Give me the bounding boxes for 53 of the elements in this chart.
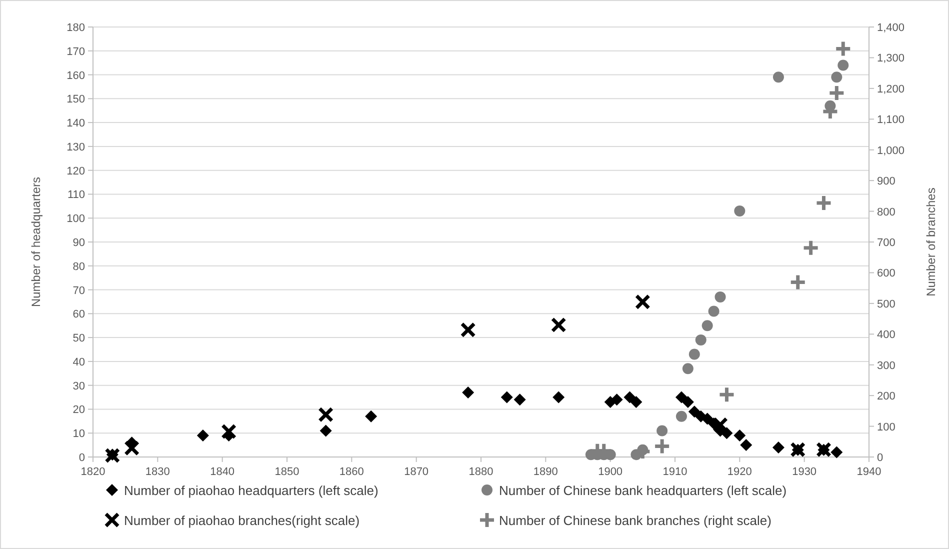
x-tick-label: 1910: [662, 466, 688, 478]
legend-label: Number of piaohao branches(right scale): [124, 513, 360, 528]
y2-tick-label: 300: [877, 360, 896, 372]
x-tick-label: 1930: [792, 466, 817, 478]
legend-label: Number of piaohao headquarters (left scale): [124, 483, 378, 498]
y-axis-title: Number of headquarters: [29, 176, 43, 308]
y2-tick-label: 1,300: [877, 52, 905, 65]
legend-label: Number of Chinese bank headquarters (left scale): [499, 483, 787, 498]
y2-tick-label: 1,100: [877, 114, 905, 126]
y2-tick-label: 200: [877, 390, 896, 403]
x-tick-label: 1890: [533, 466, 558, 478]
y-tick-label: 90: [72, 237, 85, 249]
y2-tick-label: 500: [877, 298, 896, 310]
y-tick-label: 160: [66, 70, 85, 82]
y2-axis-title: Number of branches: [924, 188, 938, 296]
x-tick-label: 1840: [210, 466, 235, 478]
y-tick-label: 120: [66, 165, 85, 178]
y-tick-label: 140: [66, 118, 85, 130]
x-tick-label: 1880: [468, 466, 494, 478]
y2-tick-label: 900: [877, 176, 896, 188]
x-tick-label: 1920: [727, 466, 752, 478]
y-tick-label: 10: [72, 428, 85, 440]
x-tick-label: 1820: [80, 466, 106, 478]
y-tick-label: 180: [66, 22, 85, 34]
y-tick-label: 30: [72, 380, 85, 392]
y-tick-label: 60: [72, 308, 85, 321]
y-tick-label: 170: [66, 46, 85, 58]
y-tick-label: 0: [78, 452, 85, 464]
y-tick-label: 130: [66, 141, 85, 154]
y2-tick-label: 1,200: [877, 83, 905, 96]
x-tick-label: 1870: [404, 466, 429, 478]
y2-tick-label: 400: [877, 329, 896, 342]
y-tick-label: 70: [72, 284, 85, 297]
x-tick-label: 1860: [339, 466, 364, 478]
x-tick-label: 1830: [145, 466, 170, 478]
y-tick-label: 80: [72, 260, 85, 273]
y2-tick-label: 100: [877, 421, 896, 434]
y-tick-label: 50: [72, 332, 85, 345]
y2-tick-label: 700: [877, 237, 896, 249]
y-tick-label: 100: [66, 213, 85, 226]
y2-tick-label: 600: [877, 268, 896, 280]
x-tick-label: 1940: [856, 466, 882, 478]
y2-tick-label: 1,000: [877, 144, 905, 157]
y-tick-label: 150: [66, 94, 85, 106]
y2-tick-label: 800: [877, 206, 896, 218]
y2-tick-label: 0: [877, 452, 884, 464]
x-tick-label: 1850: [274, 466, 300, 478]
legend-label: Number of Chinese bank branches (right scale): [499, 513, 772, 528]
x-tick-label: 1900: [598, 466, 623, 478]
y-tick-label: 20: [72, 404, 85, 416]
y-tick-label: 110: [67, 189, 85, 202]
y-tick-label: 40: [72, 356, 85, 368]
y2-tick-label: 1,400: [877, 22, 905, 34]
